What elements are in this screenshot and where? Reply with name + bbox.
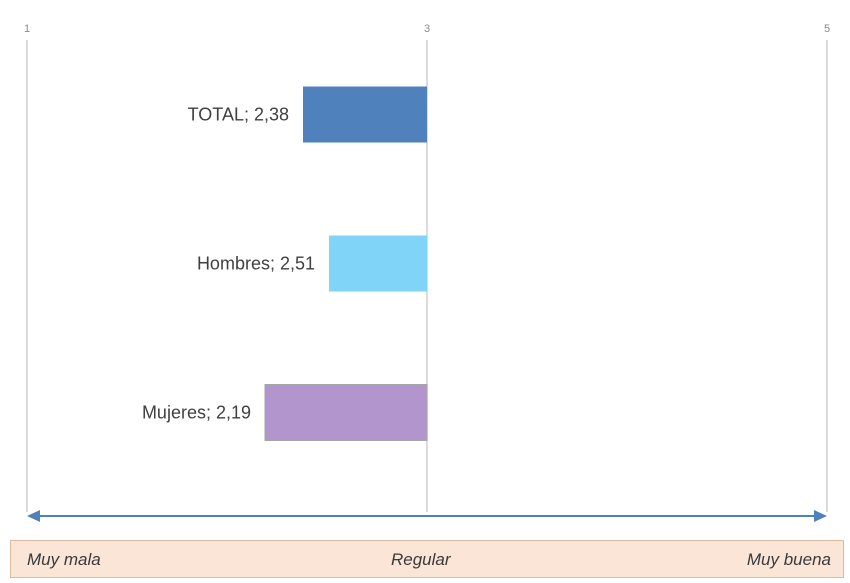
arrowhead-left-icon (27, 510, 40, 522)
data-label: Hombres; 2,51 (197, 254, 315, 274)
tick-label: 3 (424, 23, 430, 35)
scale-label-muy-mala: Muy mala (27, 550, 101, 569)
arrowhead-right-icon (814, 510, 827, 522)
data-label: TOTAL; 2,38 (188, 105, 289, 125)
scale-arrow (27, 510, 827, 522)
data-labels: TOTAL; 2,38 Hombres; 2,51 Mujeres; 2,19 (142, 105, 315, 423)
chart: 1 3 5 TOTAL; 2,38 Hombres; 2,51 Mujeres; 2,1… (24, 23, 830, 522)
bar-mujeres (264, 384, 428, 441)
bar-hombres (329, 235, 427, 292)
bars (264, 86, 428, 441)
rating-scale-bar: Muy mala Regular Muy buena (10, 540, 844, 578)
tick-labels: 1 3 5 (24, 23, 830, 35)
tick-label: 1 (24, 23, 30, 35)
scale-label-muy-buena: Muy buena (746, 550, 831, 569)
bar-total (303, 86, 427, 143)
scale-label-regular: Regular (391, 550, 451, 569)
tick-label: 5 (824, 23, 830, 35)
data-label: Mujeres; 2,19 (142, 403, 251, 423)
